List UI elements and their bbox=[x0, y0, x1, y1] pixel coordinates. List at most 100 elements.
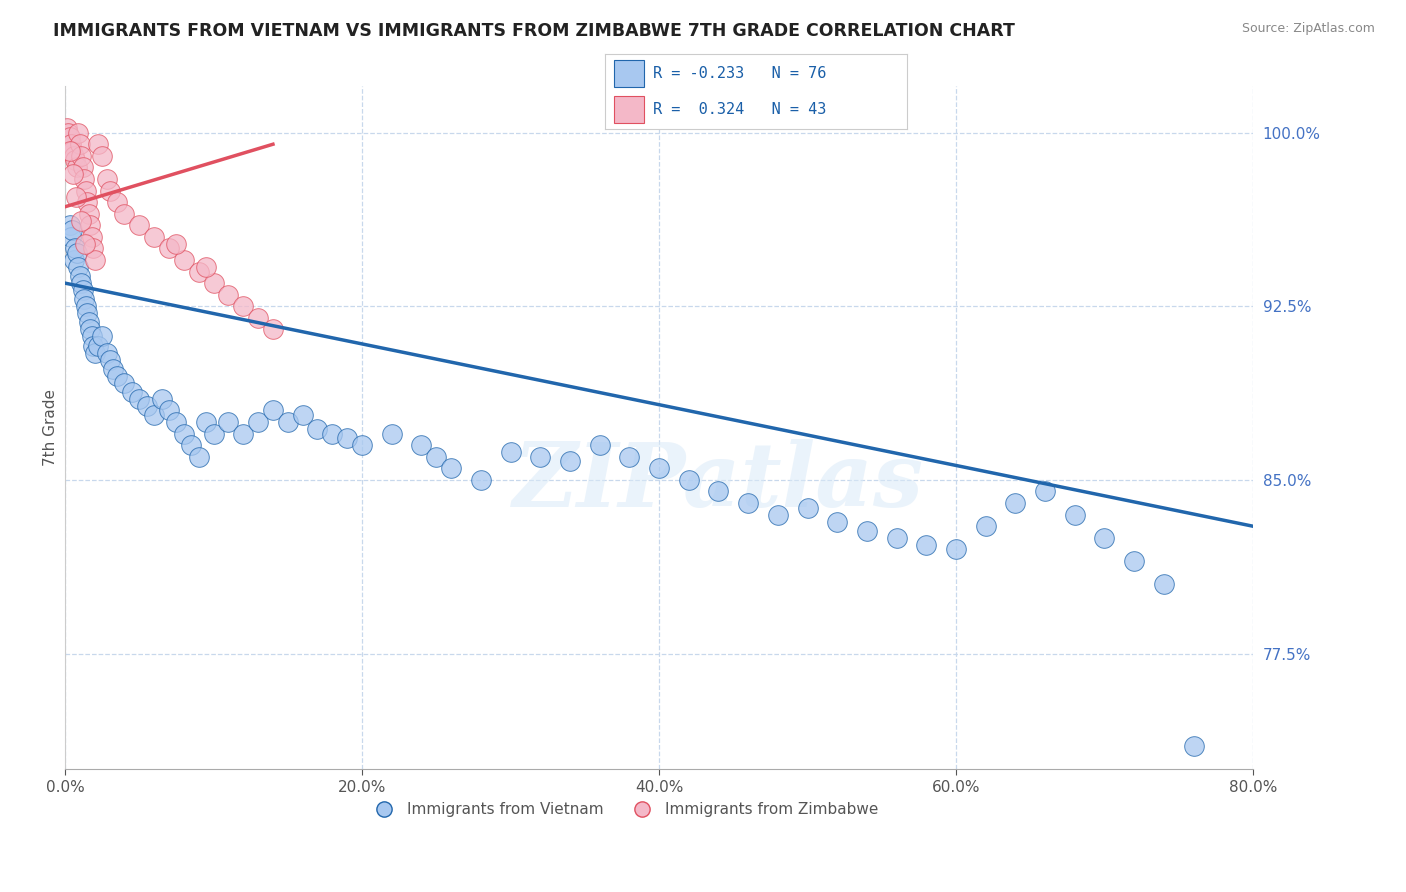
Point bbox=[79, 219, 101, 233]
Point bbox=[796, 500, 818, 515]
Point bbox=[75, 299, 97, 313]
Point bbox=[58, 219, 80, 233]
Point bbox=[59, 144, 82, 158]
Point bbox=[336, 431, 359, 445]
Point bbox=[1033, 484, 1056, 499]
Point bbox=[648, 461, 671, 475]
Point bbox=[87, 137, 110, 152]
Point bbox=[72, 283, 94, 297]
Point bbox=[114, 207, 136, 221]
Point bbox=[101, 361, 124, 376]
Text: Source: ZipAtlas.com: Source: ZipAtlas.com bbox=[1241, 22, 1375, 36]
Point bbox=[202, 426, 225, 441]
Point bbox=[247, 310, 270, 325]
Point bbox=[1123, 554, 1146, 568]
Point bbox=[825, 515, 848, 529]
Point bbox=[529, 450, 551, 464]
Point bbox=[150, 392, 173, 406]
Point bbox=[83, 252, 105, 267]
Point bbox=[350, 438, 373, 452]
Point bbox=[76, 195, 98, 210]
Point bbox=[83, 345, 105, 359]
Point bbox=[558, 454, 581, 468]
Point bbox=[247, 415, 270, 429]
Point bbox=[70, 149, 93, 163]
Point bbox=[62, 167, 84, 181]
Point bbox=[440, 461, 463, 475]
Point bbox=[1004, 496, 1026, 510]
Point bbox=[70, 276, 93, 290]
Point bbox=[411, 438, 433, 452]
Point bbox=[73, 172, 96, 186]
Point bbox=[96, 172, 118, 186]
Bar bbox=[613, 96, 644, 123]
Point bbox=[63, 149, 86, 163]
Point bbox=[65, 153, 87, 168]
Point bbox=[766, 508, 789, 522]
Point bbox=[98, 352, 121, 367]
Point bbox=[165, 415, 187, 429]
Point bbox=[105, 368, 128, 383]
Point bbox=[217, 415, 239, 429]
Point bbox=[1094, 531, 1116, 545]
Point bbox=[277, 415, 299, 429]
Point bbox=[974, 519, 997, 533]
Point bbox=[187, 450, 209, 464]
Point bbox=[321, 426, 343, 441]
Point bbox=[75, 236, 97, 251]
Point bbox=[678, 473, 700, 487]
Point bbox=[67, 260, 90, 274]
Point bbox=[195, 415, 218, 429]
Point bbox=[82, 241, 104, 255]
Point bbox=[96, 345, 118, 359]
Point bbox=[76, 306, 98, 320]
Text: ZIPatlas: ZIPatlas bbox=[513, 439, 924, 525]
Point bbox=[65, 241, 87, 255]
Point bbox=[707, 484, 730, 499]
Point bbox=[173, 426, 195, 441]
Point bbox=[65, 190, 87, 204]
Point bbox=[499, 445, 522, 459]
Y-axis label: 7th Grade: 7th Grade bbox=[44, 389, 58, 467]
Point bbox=[69, 269, 91, 284]
Point bbox=[1153, 577, 1175, 591]
Point bbox=[945, 542, 967, 557]
Point bbox=[143, 408, 166, 422]
Point bbox=[157, 241, 180, 255]
Point bbox=[588, 438, 610, 452]
Point bbox=[66, 246, 89, 260]
Point bbox=[856, 524, 879, 538]
Point bbox=[470, 473, 492, 487]
Point bbox=[66, 161, 89, 175]
Point bbox=[1063, 508, 1085, 522]
Point bbox=[87, 338, 110, 352]
Point bbox=[69, 213, 91, 227]
Text: R =  0.324   N = 43: R = 0.324 N = 43 bbox=[652, 102, 827, 117]
Point bbox=[232, 299, 254, 313]
Point bbox=[202, 276, 225, 290]
Point bbox=[56, 126, 79, 140]
Point bbox=[886, 531, 908, 545]
Point bbox=[80, 230, 103, 244]
Point bbox=[55, 121, 77, 136]
Point bbox=[98, 184, 121, 198]
Point bbox=[77, 207, 100, 221]
Point bbox=[737, 496, 759, 510]
Point bbox=[121, 384, 143, 399]
Legend: Immigrants from Vietnam, Immigrants from Zimbabwe: Immigrants from Vietnam, Immigrants from… bbox=[363, 796, 884, 823]
Point bbox=[262, 403, 284, 417]
Point bbox=[82, 338, 104, 352]
Point bbox=[180, 438, 202, 452]
Point bbox=[77, 316, 100, 330]
Point bbox=[67, 126, 90, 140]
Point bbox=[915, 538, 938, 552]
Point bbox=[62, 223, 84, 237]
Point bbox=[262, 322, 284, 336]
Point bbox=[58, 130, 80, 145]
Point bbox=[217, 287, 239, 301]
Text: R = -0.233   N = 76: R = -0.233 N = 76 bbox=[652, 66, 827, 81]
Point bbox=[143, 230, 166, 244]
Point bbox=[187, 264, 209, 278]
Point bbox=[60, 137, 83, 152]
Point bbox=[128, 219, 150, 233]
